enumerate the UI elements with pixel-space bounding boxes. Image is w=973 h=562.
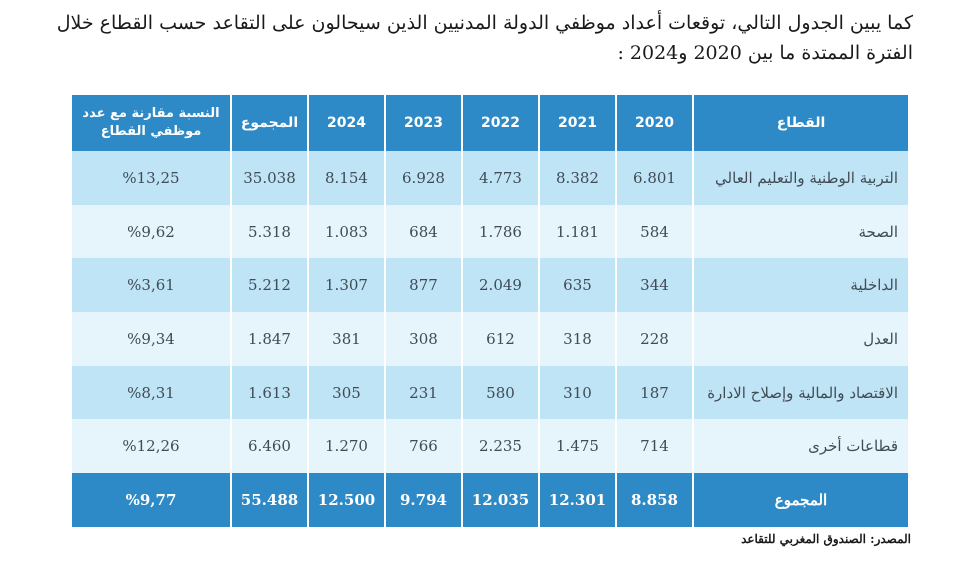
cell-ratio: %9,34: [70, 312, 232, 366]
cell-total: 5.318: [230, 204, 309, 259]
cell-total: 6.460: [230, 419, 309, 474]
cell-sector: التربية الوطنية والتعليم العالي: [692, 151, 910, 205]
cell-total: 35.038: [230, 151, 309, 205]
header-sector: القطاع: [692, 95, 910, 151]
header-2024: 2024: [307, 95, 386, 151]
cell-y2022: 4.773: [461, 151, 540, 205]
cell-y2022: 1.786: [461, 204, 540, 259]
cell-y2024: 1.083: [307, 204, 386, 259]
cell-total: 1.847: [230, 312, 309, 366]
header-ratio-line-2: موظفي القطاع: [100, 124, 202, 139]
cell-y2022: 612: [461, 312, 540, 366]
retirement-forecast-table: القطاع 2020 2021 2022 2023 2024 المجموع …: [70, 95, 910, 528]
cell-total: 1.613: [230, 365, 309, 420]
footer-2021: 12.301: [538, 473, 617, 528]
cell-y2020: 228: [615, 312, 694, 366]
footer-2023: 9.794: [384, 473, 463, 528]
intro-line-2: الفترة الممتدة ما بين 2020 و2024 :: [617, 42, 913, 64]
cell-y2020: 187: [615, 365, 694, 420]
source-note: المصدر: الصندوق المغربي للتقاعد: [741, 532, 911, 546]
cell-y2021: 310: [538, 365, 617, 420]
table-row: الصحة 584 1.181 1.786 684 1.083 5.318 %9,62: [70, 204, 910, 259]
header-2023: 2023: [384, 95, 463, 151]
header-2021: 2021: [538, 95, 617, 151]
cell-y2022: 2.235: [461, 419, 540, 474]
cell-y2023: 231: [384, 365, 463, 420]
cell-y2021: 1.475: [538, 419, 617, 474]
intro-paragraph: كما يبين الجدول التالي، توقعات أعداد موظ…: [53, 8, 913, 68]
cell-y2021: 318: [538, 312, 617, 366]
table-row: قطاعات أخرى 714 1.475 2.235 766 1.270 6.460 %12…: [70, 419, 910, 474]
cell-ratio: %3,61: [70, 258, 232, 313]
cell-y2024: 1.307: [307, 258, 386, 313]
table-row: التربية الوطنية والتعليم العالي 6.801 8.38…: [70, 151, 910, 205]
footer-2024: 12.500: [307, 473, 386, 528]
table-row: الاقتصاد والمالية وإصلاح الادارة 187 310 58…: [70, 365, 910, 420]
cell-y2023: 766: [384, 419, 463, 474]
table-row: الداخلية 344 635 2.049 877 1.307 5.212 %3,61: [70, 258, 910, 313]
cell-sector: الصحة: [692, 204, 910, 259]
header-total: المجموع: [230, 95, 309, 151]
intro-line-1: كما يبين الجدول التالي، توقعات أعداد موظ…: [56, 12, 913, 34]
cell-sector: الداخلية: [692, 258, 910, 313]
header-2022: 2022: [461, 95, 540, 151]
cell-y2022: 580: [461, 365, 540, 420]
cell-y2023: 877: [384, 258, 463, 313]
cell-y2020: 6.801: [615, 151, 694, 205]
cell-ratio: %9,62: [70, 204, 232, 259]
cell-ratio: %8,31: [70, 365, 232, 420]
cell-y2023: 6.928: [384, 151, 463, 205]
cell-sector: العدل: [692, 312, 910, 366]
table-footer-row: المجموع 8.858 12.301 12.035 9.794 12.500…: [70, 473, 910, 528]
header-2020: 2020: [615, 95, 694, 151]
cell-ratio: %12,26: [70, 419, 232, 474]
cell-y2024: 305: [307, 365, 386, 420]
cell-y2024: 8.154: [307, 151, 386, 205]
table-row: العدل 228 318 612 308 381 1.847 %9,34: [70, 312, 910, 366]
cell-y2021: 1.181: [538, 204, 617, 259]
cell-sector: الاقتصاد والمالية وإصلاح الادارة: [692, 365, 910, 420]
cell-y2023: 684: [384, 204, 463, 259]
cell-y2024: 1.270: [307, 419, 386, 474]
table-header-row: القطاع 2020 2021 2022 2023 2024 المجموع …: [70, 95, 910, 151]
footer-2020: 8.858: [615, 473, 694, 528]
cell-y2020: 584: [615, 204, 694, 259]
cell-y2021: 635: [538, 258, 617, 313]
footer-ratio: %9,77: [70, 473, 232, 528]
cell-y2024: 381: [307, 312, 386, 366]
footer-total: 55.488: [230, 473, 309, 528]
cell-y2023: 308: [384, 312, 463, 366]
cell-y2020: 714: [615, 419, 694, 474]
header-ratio: النسبة مقارنة مع عدد موظفي القطاع: [70, 95, 232, 151]
footer-label: المجموع: [692, 473, 910, 528]
cell-y2021: 8.382: [538, 151, 617, 205]
footer-2022: 12.035: [461, 473, 540, 528]
cell-sector: قطاعات أخرى: [692, 419, 910, 474]
cell-y2022: 2.049: [461, 258, 540, 313]
cell-total: 5.212: [230, 258, 309, 313]
header-ratio-line-1: النسبة مقارنة مع عدد: [82, 106, 220, 121]
cell-y2020: 344: [615, 258, 694, 313]
cell-ratio: %13,25: [70, 151, 232, 205]
